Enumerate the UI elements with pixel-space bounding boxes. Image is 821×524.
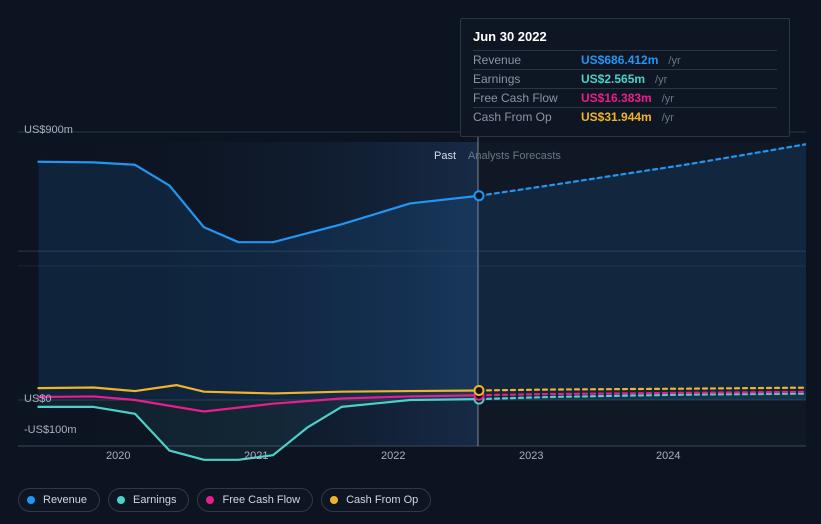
tooltip-value: US$16.383m [581, 91, 652, 105]
tooltip-label: Cash From Op [473, 110, 573, 124]
tooltip-suffix: /yr [662, 93, 674, 105]
legend-label: Revenue [43, 494, 87, 506]
hover-tooltip: Jun 30 2022 Revenue US$686.412m /yr Earn… [460, 18, 790, 137]
tooltip-suffix: /yr [662, 112, 674, 124]
y-label-neg100: -US$100m [24, 424, 77, 436]
x-tick-2024: 2024 [656, 450, 680, 462]
x-tick-2020: 2020 [106, 450, 130, 462]
earnings-swatch-icon [117, 496, 125, 504]
tooltip-row-cfo: Cash From Op US$31.944m /yr [473, 107, 777, 126]
tooltip-label: Earnings [473, 72, 573, 86]
tooltip-label: Revenue [473, 53, 573, 67]
legend-item-earnings[interactable]: Earnings [108, 488, 189, 512]
tooltip-value: US$31.944m [581, 110, 652, 124]
tooltip-row-earnings: Earnings US$2.565m /yr [473, 69, 777, 88]
tooltip-date: Jun 30 2022 [473, 29, 777, 46]
legend-label: Earnings [133, 494, 176, 506]
past-label: Past [434, 150, 456, 162]
fcf-swatch-icon [206, 496, 214, 504]
legend-label: Cash From Op [346, 494, 418, 506]
earnings-forecast-chart: US$900m US$0 -US$100m 2020 2021 2022 202… [0, 0, 821, 524]
y-label-900: US$900m [24, 124, 73, 136]
x-tick-2021: 2021 [244, 450, 268, 462]
revenue-swatch-icon [27, 496, 35, 504]
tooltip-label: Free Cash Flow [473, 91, 573, 105]
legend-item-fcf[interactable]: Free Cash Flow [197, 488, 313, 512]
legend-item-cfo[interactable]: Cash From Op [321, 488, 431, 512]
tooltip-value: US$2.565m [581, 72, 645, 86]
tooltip-suffix: /yr [668, 55, 680, 67]
x-tick-2023: 2023 [519, 450, 543, 462]
legend-label: Free Cash Flow [222, 494, 300, 506]
y-label-0: US$0 [24, 393, 52, 405]
tooltip-value: US$686.412m [581, 53, 658, 67]
tooltip-row-revenue: Revenue US$686.412m /yr [473, 50, 777, 69]
tooltip-suffix: /yr [655, 74, 667, 86]
legend: Revenue Earnings Free Cash Flow Cash Fro… [18, 488, 431, 512]
tooltip-row-fcf: Free Cash Flow US$16.383m /yr [473, 88, 777, 107]
cfo-swatch-icon [330, 496, 338, 504]
forecast-label: Analysts Forecasts [468, 150, 561, 162]
legend-item-revenue[interactable]: Revenue [18, 488, 100, 512]
x-tick-2022: 2022 [381, 450, 405, 462]
